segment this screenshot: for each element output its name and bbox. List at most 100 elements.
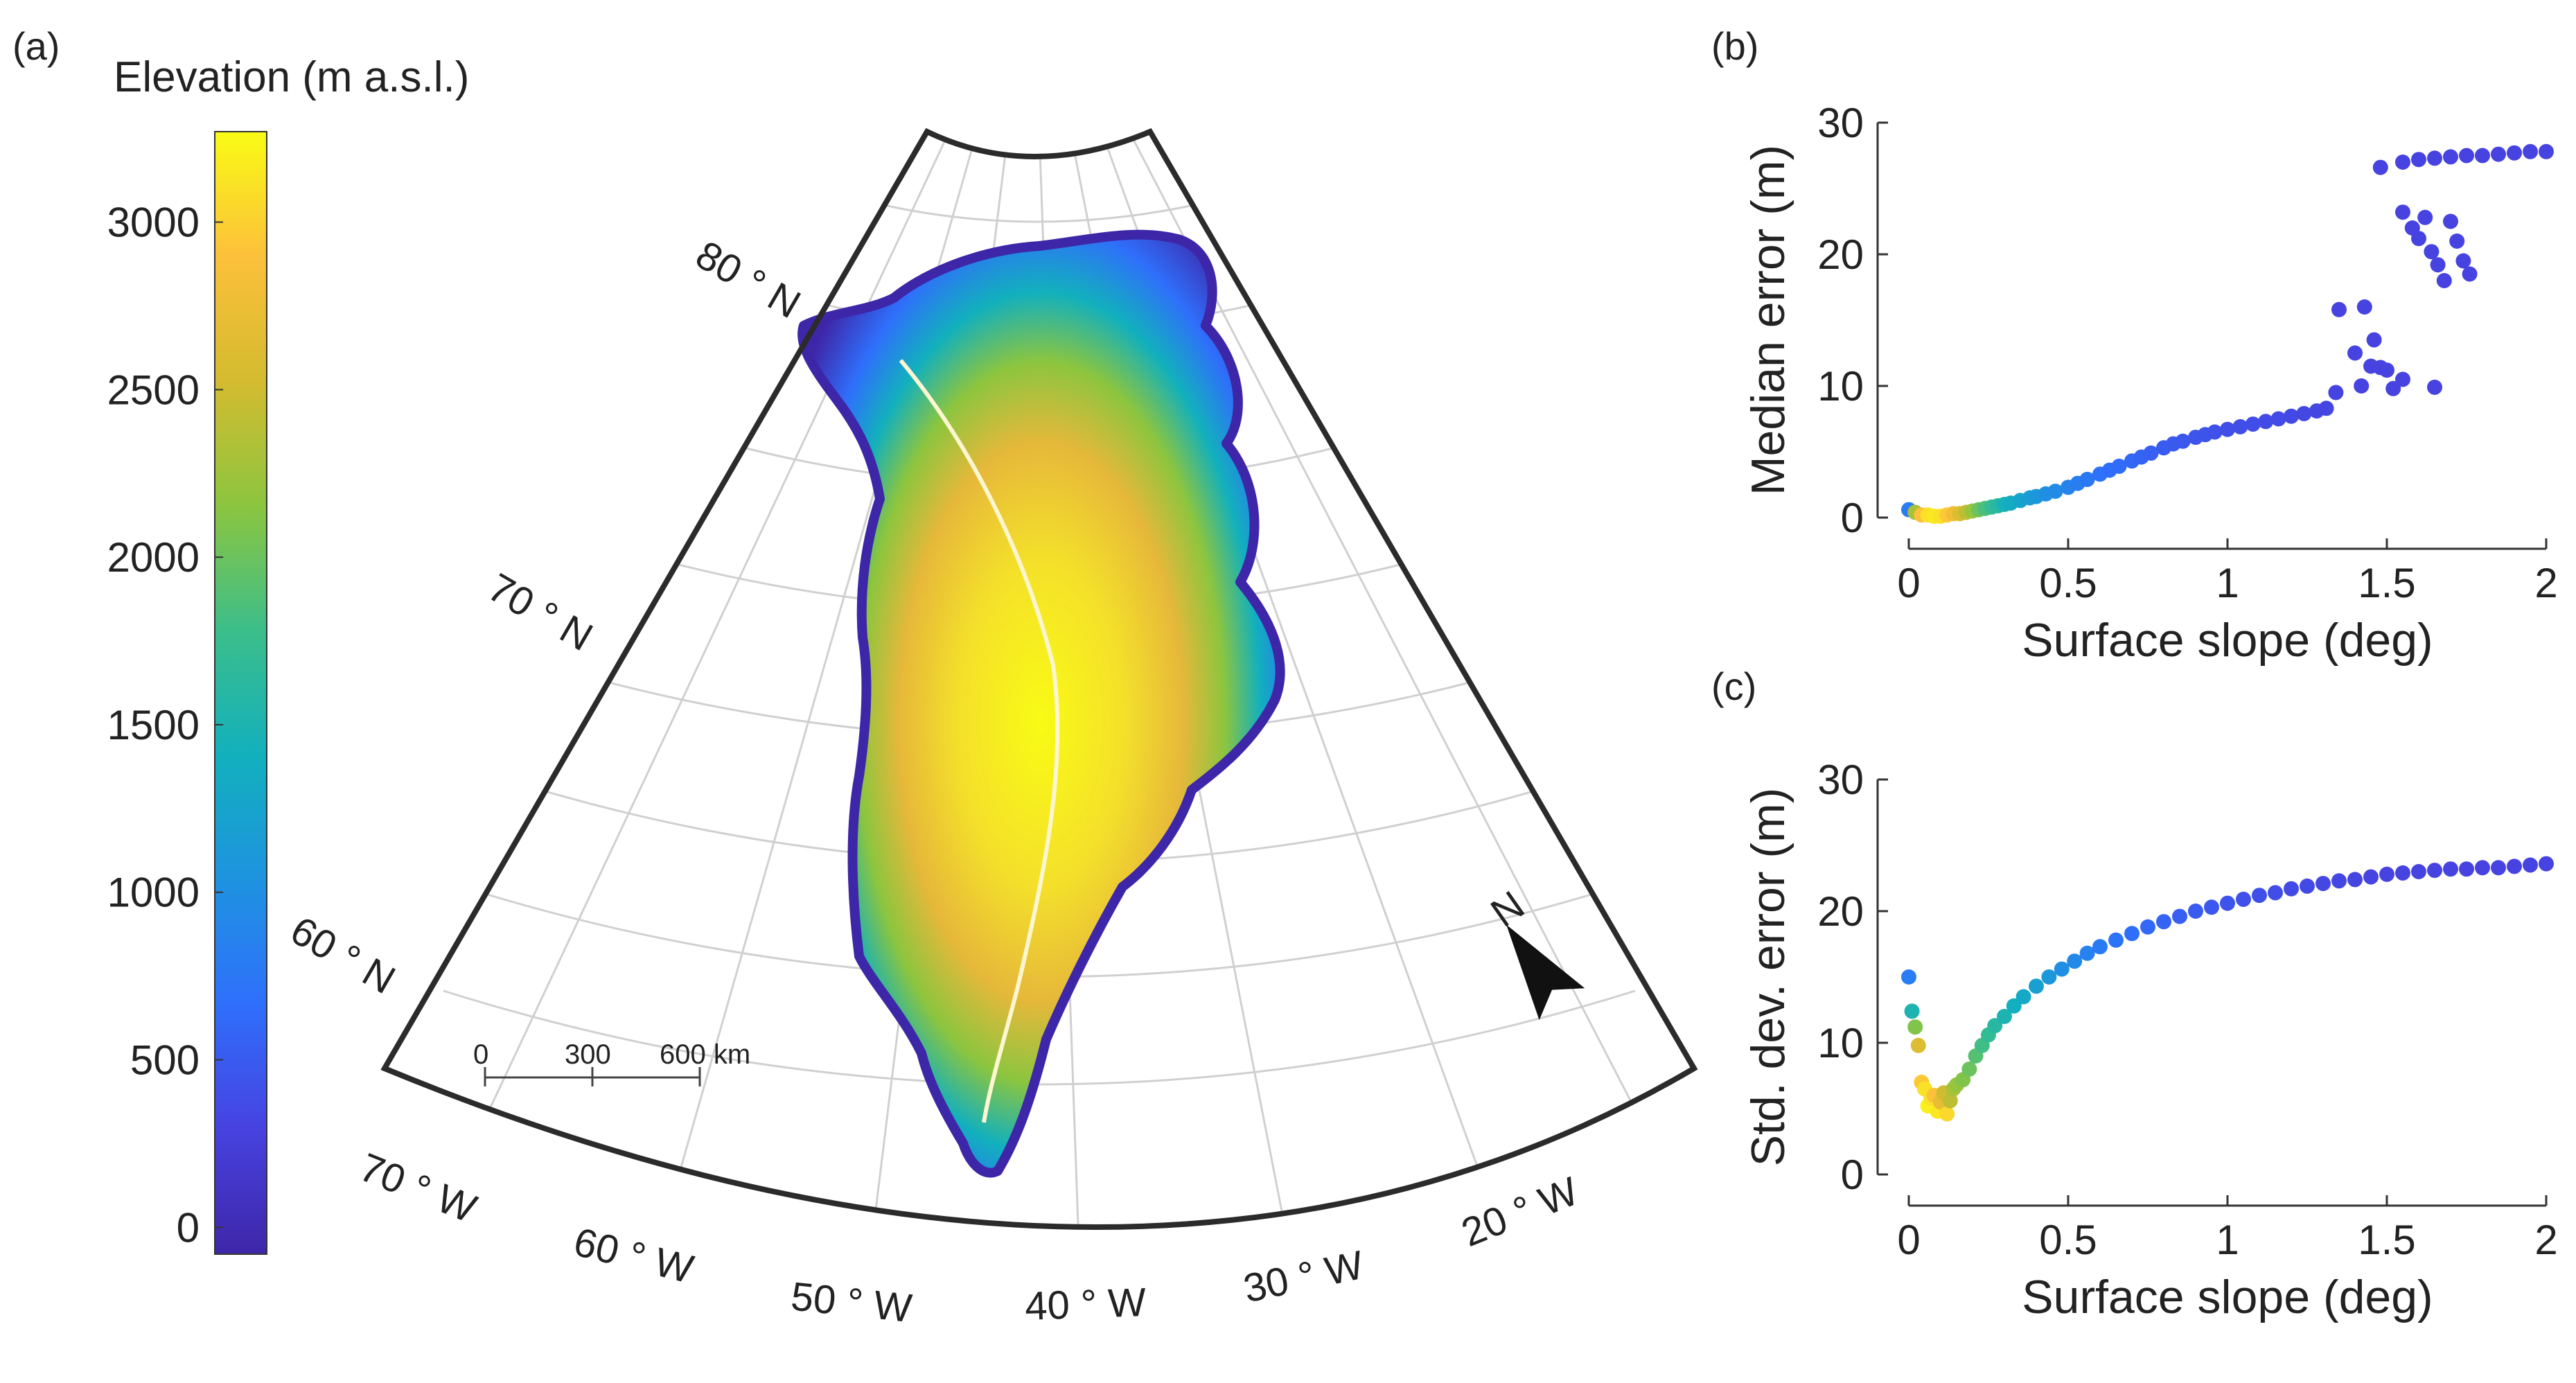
y-tick-label: 30 (1817, 100, 1864, 146)
x-tick-label: 2 (2534, 560, 2557, 606)
data-point (2067, 953, 2083, 969)
data-point (2395, 155, 2410, 170)
data-point (2523, 143, 2538, 159)
data-point (2507, 145, 2522, 161)
data-point (2006, 998, 2022, 1014)
data-point (2379, 866, 2394, 882)
data-point (2443, 213, 2458, 229)
x-tick-label: 1.5 (2358, 1217, 2415, 1263)
data-point (2443, 149, 2458, 165)
data-point (2462, 266, 2478, 282)
lon-label-30w: 30 ° W (1240, 1242, 1368, 1312)
data-point (2372, 159, 2388, 175)
data-point (2015, 989, 2031, 1005)
data-point (1987, 1018, 2003, 1034)
x-axis-label: Surface slope (deg) (2022, 1271, 2433, 1323)
data-point (2258, 414, 2274, 430)
data-point (2491, 860, 2506, 876)
data-point (2354, 378, 2370, 394)
x-tick-label: 1 (2216, 1217, 2239, 1263)
colorbar-tick-label: 500 (130, 1037, 200, 1084)
data-point (2475, 148, 2490, 164)
data-point (2236, 891, 2251, 907)
data-point (2220, 895, 2235, 911)
data-point (2491, 146, 2506, 162)
data-point (2356, 299, 2372, 315)
panel-b-letter: (b) (1711, 24, 1758, 68)
data-point (2270, 411, 2286, 427)
data-point (2443, 861, 2458, 877)
data-point (2417, 209, 2433, 225)
data-point (2427, 379, 2442, 395)
lon-label-40w: 40 ° W (1024, 1280, 1147, 1329)
data-point (2207, 424, 2223, 440)
colorbar-bar (214, 131, 267, 1255)
data-point (2079, 945, 2095, 961)
x-tick-label: 0 (1897, 560, 1920, 606)
data-point (2092, 939, 2108, 955)
data-point (2385, 380, 2401, 396)
data-point (2041, 969, 2057, 985)
data-point (2507, 858, 2522, 874)
colorbar-tick-label: 1000 (107, 870, 200, 916)
data-point (2284, 881, 2299, 897)
data-point (2411, 864, 2426, 879)
colorbar-title: Elevation (m a.s.l.) (114, 53, 469, 101)
data-point (2331, 873, 2347, 889)
y-tick-label: 30 (1817, 757, 1864, 803)
data-point (2459, 861, 2474, 877)
data-point (2108, 932, 2124, 948)
data-point (2411, 231, 2426, 247)
x-tick-label: 0.5 (2039, 560, 2097, 606)
colorbar-tick-label: 1500 (107, 702, 200, 748)
y-tick-label: 10 (1817, 363, 1864, 409)
data-point (1939, 1106, 1955, 1122)
axis-lines (1876, 123, 2546, 550)
data-point (2475, 860, 2490, 876)
north-label: N (1483, 882, 1533, 935)
greenland-ice-sheet (797, 229, 1285, 1178)
data-point (2427, 863, 2442, 879)
data-point (1907, 1019, 1923, 1035)
y-tick-label: 20 (1817, 888, 1864, 935)
colorbar-tick-label: 2500 (107, 367, 200, 413)
data-point (2395, 865, 2410, 881)
data-point (2395, 204, 2410, 220)
data-point (1997, 1009, 2012, 1024)
lat-label-80n: 80 ° N (689, 232, 809, 327)
data-point (2449, 234, 2465, 249)
data-point (2140, 919, 2155, 935)
x-tick-label: 0.5 (2039, 1217, 2097, 1263)
panel-c-letter: (c) (1711, 664, 1756, 708)
data-point (2436, 273, 2452, 288)
data-point (1910, 1037, 1926, 1053)
axis-lines (1876, 779, 2546, 1207)
y-axis-label: Median error (m) (1742, 145, 1794, 495)
x-axis-label: Surface slope (deg) (2022, 614, 2433, 667)
data-point (2047, 484, 2063, 499)
y-tick-label: 20 (1817, 231, 1864, 278)
lat-label-60n: 60 ° N (283, 908, 403, 1003)
data-point (2523, 857, 2538, 873)
panel-a-letter: (a) (12, 24, 60, 68)
data-point (2427, 150, 2442, 166)
data-point (2143, 445, 2159, 461)
data-point (2379, 362, 2394, 378)
ice-divide (899, 359, 1060, 1123)
data-point (2029, 978, 2044, 994)
data-point (2395, 371, 2410, 387)
data-point (2232, 419, 2248, 434)
data-point (2188, 904, 2203, 919)
map: 80 ° N 70 ° N 60 ° N 70 ° W 60 ° W 50 ° … (283, 127, 1698, 1331)
data-point (2331, 301, 2347, 317)
data-point (2268, 885, 2283, 901)
data-point (1904, 1003, 1920, 1019)
y-tick-label: 10 (1817, 1020, 1864, 1066)
scale-bar (484, 1067, 701, 1086)
data-point (1942, 1093, 1958, 1109)
lon-label-50w: 50 ° W (789, 1274, 915, 1331)
lon-label-20w: 20 ° W (1456, 1168, 1585, 1256)
colorbar-tick-label: 3000 (107, 200, 200, 246)
scale-label-0: 0 (473, 1039, 488, 1070)
